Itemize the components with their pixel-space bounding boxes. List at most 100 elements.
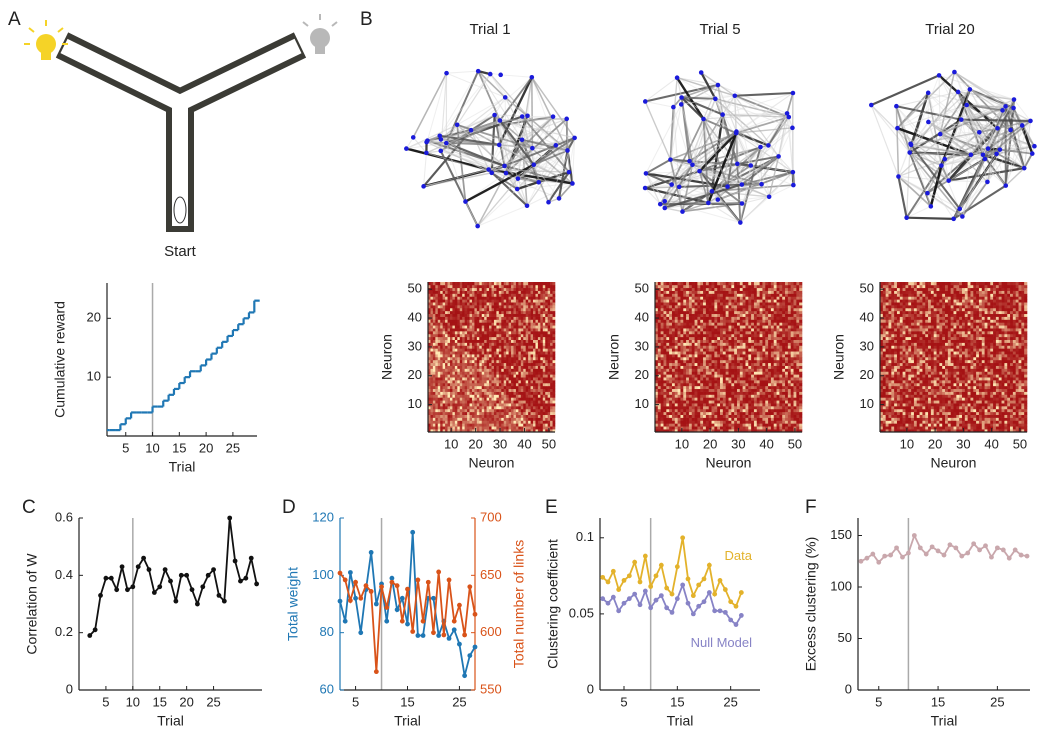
heatmap-cell bbox=[550, 365, 553, 369]
heatmap-cell bbox=[464, 429, 468, 433]
heatmap-cell bbox=[525, 417, 529, 421]
heatmap-cell bbox=[552, 307, 556, 312]
heatmap-cell bbox=[793, 414, 797, 418]
network-edge bbox=[533, 149, 568, 166]
heatmap-cell bbox=[493, 322, 497, 326]
heatmap-cell bbox=[476, 411, 480, 415]
heatmap-cell bbox=[435, 382, 439, 387]
heatmap-cell bbox=[550, 331, 553, 335]
heatmap-cell bbox=[739, 406, 743, 410]
heatmap-cell bbox=[751, 382, 755, 387]
heatmap-cell bbox=[782, 380, 786, 384]
heatmap-cell bbox=[479, 354, 483, 358]
heatmap-cell bbox=[728, 397, 732, 401]
heatmap-cell bbox=[479, 359, 483, 364]
heatmap-cell bbox=[711, 377, 715, 381]
heatmap-cell bbox=[535, 345, 539, 349]
heatmap-cell bbox=[705, 426, 710, 430]
heatmap-cell bbox=[734, 423, 738, 427]
heatmap-cell bbox=[547, 365, 551, 369]
heatmap-cell bbox=[533, 319, 536, 323]
heatmap-cell bbox=[722, 414, 726, 418]
heatmap-cell bbox=[511, 287, 514, 291]
heatmap-cell bbox=[437, 310, 441, 315]
heatmap-cell bbox=[537, 411, 541, 415]
heatmap-cell bbox=[751, 417, 755, 421]
heatmap-cell bbox=[432, 284, 436, 289]
heatmap-cell bbox=[540, 411, 544, 415]
heatmap-cell bbox=[680, 408, 684, 413]
heatmap-cell bbox=[469, 388, 473, 392]
heatmap-cell bbox=[663, 400, 667, 404]
heatmap-cell bbox=[523, 391, 526, 395]
heatmap-cell bbox=[722, 423, 726, 427]
heatmap-cell bbox=[452, 414, 456, 418]
heatmap-cell bbox=[474, 368, 478, 372]
heatmap-cell bbox=[663, 423, 667, 427]
heatmap-cell bbox=[671, 403, 676, 407]
heatmap-cell bbox=[705, 359, 710, 364]
heatmap-cell bbox=[542, 382, 546, 387]
heatmap-cell bbox=[449, 371, 453, 375]
heatmap-cell bbox=[481, 333, 485, 338]
heatmap-cell bbox=[511, 302, 514, 306]
heatmap-cell bbox=[442, 351, 446, 355]
network-edge bbox=[997, 127, 1033, 155]
heatmap-cell bbox=[481, 400, 485, 404]
network-edge bbox=[423, 172, 492, 188]
heatmap-cell bbox=[537, 287, 541, 291]
heatmap-cell bbox=[748, 411, 752, 415]
heatmap-cell bbox=[506, 296, 509, 300]
heatmap-cell bbox=[440, 362, 443, 366]
heatmap-cell bbox=[518, 307, 522, 312]
heatmap-cell bbox=[680, 394, 684, 398]
network-node bbox=[907, 150, 913, 155]
heatmap-cell bbox=[445, 299, 448, 303]
heatmap-cell bbox=[513, 394, 517, 398]
heatmap-cell bbox=[533, 299, 536, 303]
heatmap-cell bbox=[491, 394, 495, 398]
heatmap-cell bbox=[462, 374, 465, 378]
heatmap-cell bbox=[550, 316, 553, 320]
heatmap-cell bbox=[533, 362, 536, 366]
heatmap-cell bbox=[734, 374, 738, 378]
heatmap-cell bbox=[437, 359, 441, 364]
heatmap-cell bbox=[454, 287, 458, 291]
heatmap-cell bbox=[793, 417, 797, 421]
heatmap-cell bbox=[508, 365, 512, 369]
network-edge bbox=[645, 173, 666, 202]
heatmap-cell bbox=[467, 310, 470, 315]
heatmap-cell bbox=[545, 310, 548, 315]
heatmap-cell bbox=[669, 420, 673, 424]
heatmap-cell bbox=[498, 328, 502, 332]
heatmap-cell bbox=[523, 336, 526, 340]
heatmap-cell bbox=[700, 362, 704, 366]
heatmap-cell bbox=[481, 429, 485, 433]
network-edge bbox=[566, 118, 570, 173]
heatmap-cell bbox=[782, 377, 786, 381]
heatmap-cell bbox=[449, 365, 453, 369]
heatmap-cell bbox=[457, 313, 461, 317]
heatmap-cell bbox=[674, 408, 678, 413]
heatmap-cell bbox=[550, 411, 553, 415]
network-node bbox=[676, 184, 682, 190]
heatmap-cell bbox=[671, 426, 676, 430]
heatmap-cell bbox=[496, 328, 500, 332]
heatmap-cell bbox=[671, 414, 676, 418]
heatmap-cell bbox=[486, 319, 490, 323]
heatmap-cell bbox=[745, 406, 749, 410]
network-node bbox=[444, 70, 449, 76]
heatmap-cell bbox=[520, 284, 524, 289]
heatmap-cell bbox=[464, 331, 468, 335]
heatmap-cell bbox=[793, 374, 797, 378]
heatmap-cell bbox=[511, 414, 514, 418]
heatmap-cell bbox=[503, 359, 507, 364]
heatmap-cell bbox=[773, 362, 777, 366]
heatmap-cell bbox=[525, 339, 529, 343]
heatmap-cell bbox=[457, 388, 461, 392]
heatmap-cell bbox=[525, 293, 529, 297]
heatmap-cell bbox=[474, 411, 478, 415]
network-edge bbox=[959, 181, 988, 210]
heatmap-cell bbox=[523, 380, 526, 384]
